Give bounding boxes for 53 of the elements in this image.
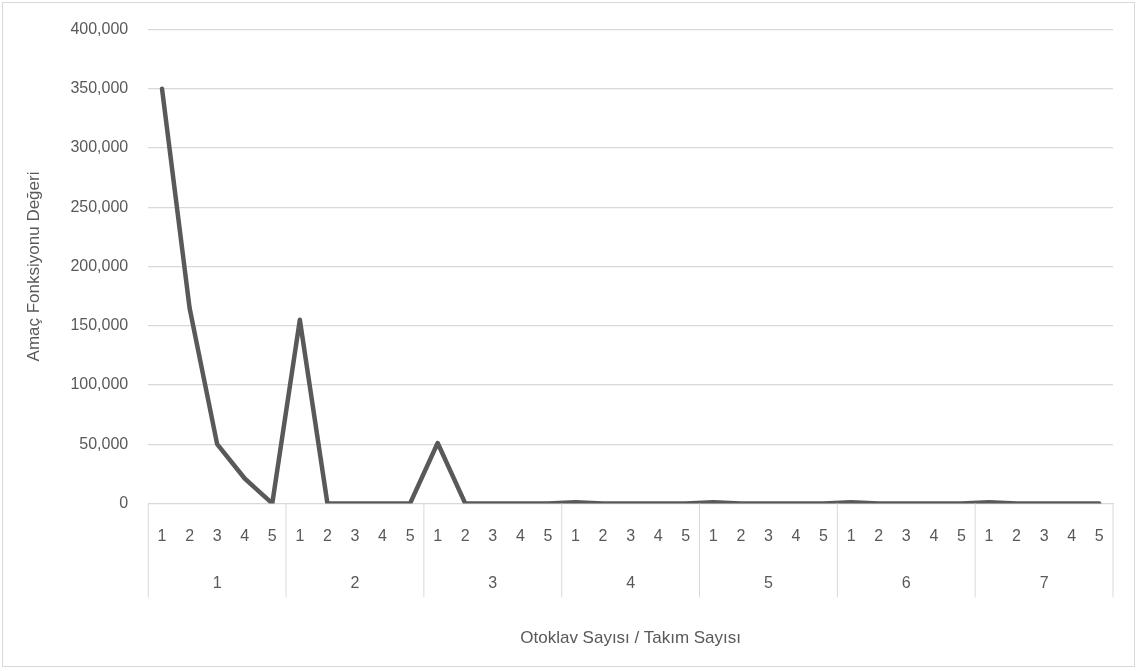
- x-tick-label: 2: [874, 527, 884, 545]
- y-tick-label: 50,000: [79, 434, 129, 452]
- y-tick-label: 250,000: [70, 197, 129, 215]
- y-tick-label: 350,000: [70, 79, 129, 97]
- x-axis-title: Otoklav Sayısı / Takım Sayısı: [520, 628, 741, 648]
- y-tick-label: 150,000: [70, 316, 129, 334]
- x-tick-label: 5: [267, 527, 277, 545]
- y-tick-label: 300,000: [70, 138, 129, 156]
- x-tick-label: 2: [1012, 527, 1022, 545]
- x-tick-label: 2: [460, 527, 470, 545]
- x-tick-label: 3: [1039, 527, 1049, 545]
- text: 7: [1039, 573, 1049, 591]
- x-tick-label: 4: [1067, 527, 1077, 545]
- x-tick-label: 1: [984, 527, 994, 545]
- x-tick-label: 3: [901, 527, 911, 545]
- text: 4: [626, 573, 636, 591]
- x-tick-label: 3: [350, 527, 360, 545]
- x-tick-label: 3: [763, 527, 773, 545]
- x-tick-label: 5: [681, 527, 691, 545]
- y-axis-title: Amaç Fonksiyonu Değeri: [23, 171, 43, 362]
- x-tick-label: 2: [598, 527, 608, 545]
- x-tick-label: 5: [1094, 527, 1104, 545]
- text: 1: [212, 573, 222, 591]
- x-tick-label: 1: [295, 527, 305, 545]
- y-tick-label: 100,000: [70, 375, 129, 393]
- x-tick-label: 1: [433, 527, 443, 545]
- x-tick-label: 5: [543, 527, 553, 545]
- x-tick-label: 1: [846, 527, 856, 545]
- y-tick-label: 400,000: [70, 20, 129, 38]
- x-tick-label: 4: [791, 527, 801, 545]
- x-tick-label: 4: [378, 527, 388, 545]
- x-tick-label: 3: [212, 527, 222, 545]
- x-tick-label: 5: [405, 527, 415, 545]
- x-tick-label: 5: [819, 527, 829, 545]
- x-tick-label: 5: [956, 527, 966, 545]
- x-tick-label: 4: [515, 527, 525, 545]
- x-tick-label: 4: [240, 527, 250, 545]
- x-tick-label: 1: [571, 527, 581, 545]
- text: 6: [901, 573, 911, 591]
- x-tick-label: 4: [653, 527, 663, 545]
- y-tick-label: 200,000: [70, 256, 129, 274]
- text: 5: [763, 573, 773, 591]
- text: 2: [350, 573, 360, 591]
- x-tick-label: 3: [488, 527, 498, 545]
- x-tick-label: 4: [929, 527, 939, 545]
- x-tick-label: 3: [626, 527, 636, 545]
- x-tick-label: 2: [185, 527, 195, 545]
- x-tick-label: 1: [708, 527, 718, 545]
- x-tick-label: 2: [322, 527, 332, 545]
- text: 3: [488, 573, 498, 591]
- x-tick-label: 1: [157, 527, 167, 545]
- x-tick-label: 2: [736, 527, 746, 545]
- y-tick-label: 0: [119, 493, 129, 511]
